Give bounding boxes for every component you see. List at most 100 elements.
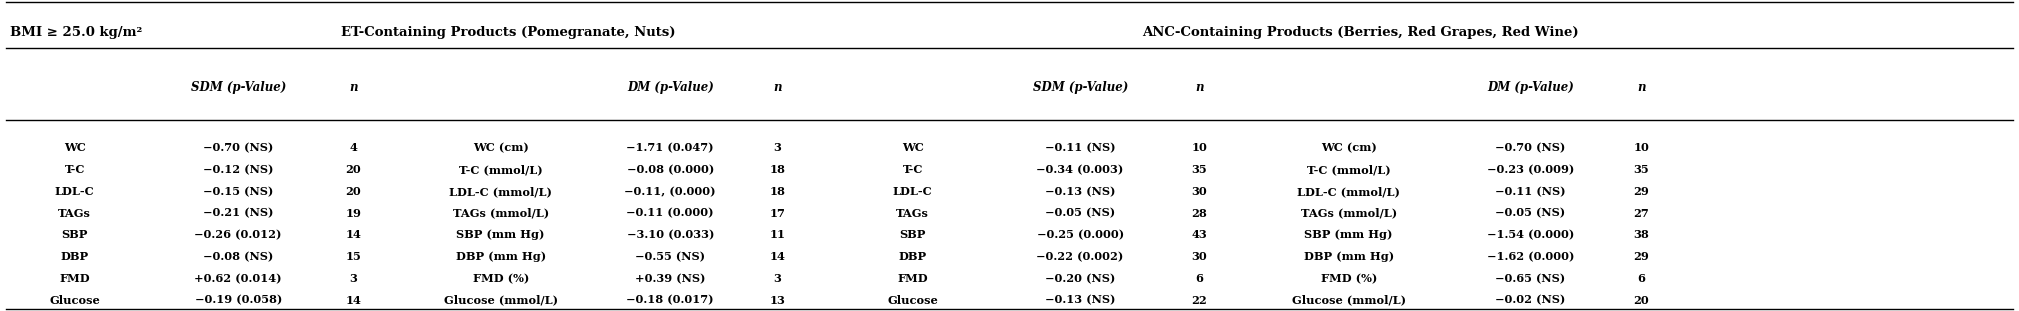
Text: Glucose (mmol/L): Glucose (mmol/L): [1292, 295, 1405, 306]
Text: −0.11 (NS): −0.11 (NS): [1046, 142, 1114, 153]
Text: 29: 29: [1633, 186, 1650, 197]
Text: 17: 17: [769, 207, 785, 219]
Text: +0.39 (NS): +0.39 (NS): [636, 273, 705, 284]
Text: SDM (p-Value): SDM (p-Value): [1032, 81, 1129, 94]
Text: −0.05 (NS): −0.05 (NS): [1046, 207, 1114, 219]
Text: −0.20 (NS): −0.20 (NS): [1046, 273, 1114, 284]
Text: DBP (mm Hg): DBP (mm Hg): [456, 251, 545, 262]
Text: ANC-Containing Products (Berries, Red Grapes, Red Wine): ANC-Containing Products (Berries, Red Gr…: [1143, 26, 1579, 39]
Text: −1.71 (0.047): −1.71 (0.047): [626, 142, 715, 153]
Text: 3: 3: [773, 142, 781, 153]
Text: −0.34 (0.003): −0.34 (0.003): [1036, 164, 1125, 175]
Text: −3.10 (0.033): −3.10 (0.033): [626, 229, 715, 240]
Text: −0.70 (NS): −0.70 (NS): [1496, 142, 1565, 153]
Text: −0.19 (0.058): −0.19 (0.058): [194, 295, 283, 306]
Text: Glucose: Glucose: [886, 295, 939, 306]
Text: 43: 43: [1191, 229, 1207, 240]
Text: T-C (mmol/L): T-C (mmol/L): [458, 164, 543, 175]
Text: SBP: SBP: [61, 229, 89, 240]
Text: 11: 11: [769, 229, 785, 240]
Text: FMD: FMD: [896, 273, 929, 284]
Text: SBP (mm Hg): SBP (mm Hg): [456, 229, 545, 240]
Text: 3: 3: [773, 273, 781, 284]
Text: −0.23 (0.009): −0.23 (0.009): [1486, 164, 1575, 175]
Text: WC: WC: [65, 142, 85, 153]
Text: SBP: SBP: [898, 229, 927, 240]
Text: WC (cm): WC (cm): [1320, 142, 1377, 153]
Text: −0.55 (NS): −0.55 (NS): [636, 251, 705, 262]
Text: T-C: T-C: [902, 164, 923, 175]
Text: 18: 18: [769, 164, 785, 175]
Text: n: n: [1195, 81, 1203, 94]
Text: 35: 35: [1191, 164, 1207, 175]
Text: −0.08 (0.000): −0.08 (0.000): [626, 164, 715, 175]
Text: 15: 15: [345, 251, 361, 262]
Text: 38: 38: [1633, 229, 1650, 240]
Text: −0.21 (NS): −0.21 (NS): [204, 207, 273, 219]
Text: FMD (%): FMD (%): [1320, 273, 1377, 284]
Text: −0.13 (NS): −0.13 (NS): [1046, 186, 1114, 197]
Text: −0.13 (NS): −0.13 (NS): [1046, 295, 1114, 306]
Text: −0.05 (NS): −0.05 (NS): [1496, 207, 1565, 219]
Text: T-C (mmol/L): T-C (mmol/L): [1306, 164, 1391, 175]
Text: −0.65 (NS): −0.65 (NS): [1496, 273, 1565, 284]
Text: 14: 14: [345, 295, 361, 306]
Text: BMI ≥ 25.0 kg/m²: BMI ≥ 25.0 kg/m²: [10, 26, 143, 39]
Text: 20: 20: [1633, 295, 1650, 306]
Text: 14: 14: [345, 229, 361, 240]
Text: WC (cm): WC (cm): [472, 142, 529, 153]
Text: −0.11, (0.000): −0.11, (0.000): [624, 186, 717, 197]
Text: n: n: [349, 81, 357, 94]
Text: n: n: [773, 81, 781, 94]
Text: 19: 19: [345, 207, 361, 219]
Text: LDL-C (mmol/L): LDL-C (mmol/L): [1296, 186, 1401, 197]
Text: SDM (p-Value): SDM (p-Value): [190, 81, 287, 94]
Text: TAGs (mmol/L): TAGs (mmol/L): [1300, 207, 1397, 219]
Text: LDL-C: LDL-C: [55, 186, 95, 197]
Text: 30: 30: [1191, 186, 1207, 197]
Text: 18: 18: [769, 186, 785, 197]
Text: WC: WC: [902, 142, 923, 153]
Text: TAGs: TAGs: [896, 207, 929, 219]
Text: −1.62 (0.000): −1.62 (0.000): [1486, 251, 1575, 262]
Text: T-C: T-C: [65, 164, 85, 175]
Text: DBP (mm Hg): DBP (mm Hg): [1304, 251, 1393, 262]
Text: SBP (mm Hg): SBP (mm Hg): [1304, 229, 1393, 240]
Text: −0.12 (NS): −0.12 (NS): [204, 164, 273, 175]
Text: n: n: [1637, 81, 1645, 94]
Text: 35: 35: [1633, 164, 1650, 175]
Text: 28: 28: [1191, 207, 1207, 219]
Text: −1.54 (0.000): −1.54 (0.000): [1486, 229, 1575, 240]
Text: −0.22 (0.002): −0.22 (0.002): [1036, 251, 1125, 262]
Text: 20: 20: [345, 186, 361, 197]
Text: FMD: FMD: [59, 273, 91, 284]
Text: 6: 6: [1637, 273, 1645, 284]
Text: DBP: DBP: [61, 251, 89, 262]
Text: 10: 10: [1633, 142, 1650, 153]
Text: +0.62 (0.014): +0.62 (0.014): [194, 273, 283, 284]
Text: 6: 6: [1195, 273, 1203, 284]
Text: −0.70 (NS): −0.70 (NS): [204, 142, 273, 153]
Text: −0.18 (0.017): −0.18 (0.017): [626, 295, 715, 306]
Text: FMD (%): FMD (%): [472, 273, 529, 284]
Text: TAGs: TAGs: [59, 207, 91, 219]
Text: 4: 4: [349, 142, 357, 153]
Text: DBP: DBP: [898, 251, 927, 262]
Text: LDL-C: LDL-C: [892, 186, 933, 197]
Text: 20: 20: [345, 164, 361, 175]
Text: −0.08 (NS): −0.08 (NS): [204, 251, 273, 262]
Text: TAGs (mmol/L): TAGs (mmol/L): [452, 207, 549, 219]
Text: 3: 3: [349, 273, 357, 284]
Text: Glucose: Glucose: [48, 295, 101, 306]
Text: −0.15 (NS): −0.15 (NS): [204, 186, 273, 197]
Text: DM (p-Value): DM (p-Value): [628, 81, 713, 94]
Text: −0.02 (NS): −0.02 (NS): [1496, 295, 1565, 306]
Text: 14: 14: [769, 251, 785, 262]
Text: 13: 13: [769, 295, 785, 306]
Text: −0.11 (NS): −0.11 (NS): [1496, 186, 1565, 197]
Text: 30: 30: [1191, 251, 1207, 262]
Text: LDL-C (mmol/L): LDL-C (mmol/L): [448, 186, 553, 197]
Text: 29: 29: [1633, 251, 1650, 262]
Text: −0.11 (0.000): −0.11 (0.000): [626, 207, 715, 219]
Text: −0.25 (0.000): −0.25 (0.000): [1036, 229, 1125, 240]
